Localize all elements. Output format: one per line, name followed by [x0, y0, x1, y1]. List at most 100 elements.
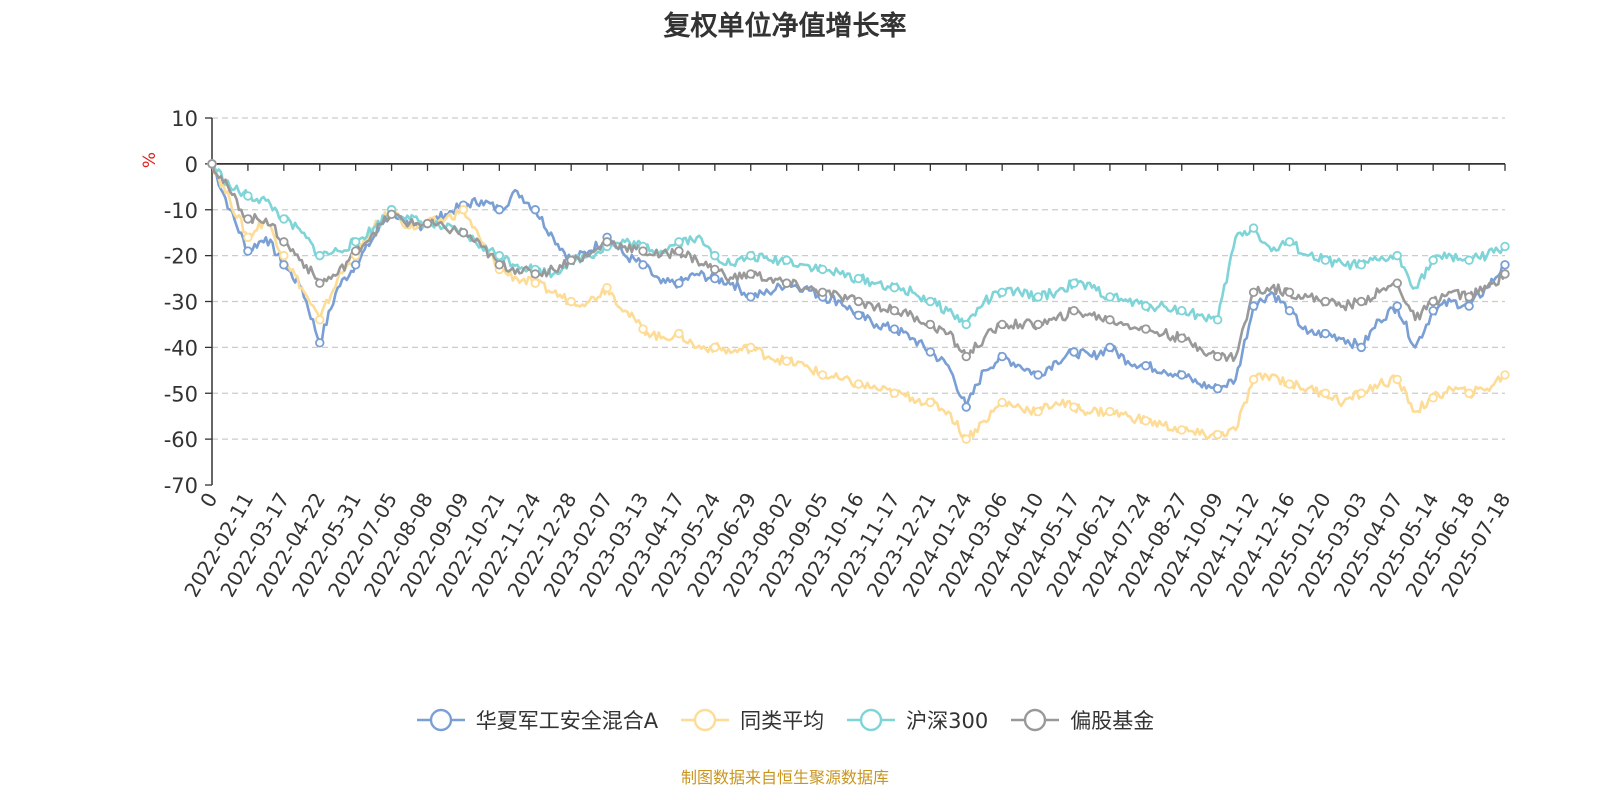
series-point [279, 237, 289, 247]
series-point [243, 232, 253, 242]
series-point [1356, 260, 1367, 270]
legend-item[interactable]: 同类平均 [680, 705, 824, 735]
series-point [1212, 429, 1223, 440]
grid-layer [212, 117, 1505, 440]
series-point [1500, 370, 1510, 380]
series-point [674, 328, 684, 339]
series-point [997, 287, 1007, 298]
series-point [1033, 292, 1043, 302]
series-point [746, 292, 756, 302]
series-point [458, 227, 469, 238]
series-point [422, 218, 433, 229]
series-point [1428, 393, 1438, 403]
series-point [243, 191, 253, 201]
series-point [1428, 255, 1438, 265]
series-point [1177, 305, 1187, 316]
series-point [961, 434, 971, 444]
series-point [1356, 296, 1367, 307]
series-point [925, 397, 936, 408]
legend-label: 华夏军工安全混合A [475, 709, 659, 733]
series-point [781, 278, 792, 288]
legend-item[interactable]: 华夏军工安全混合A [416, 705, 658, 735]
series-point [315, 250, 325, 261]
legend-label: 同类平均 [740, 709, 825, 733]
series-point [853, 379, 864, 389]
legend-item[interactable]: 沪深300 [846, 705, 988, 735]
series-point [746, 342, 756, 353]
series-point [602, 237, 612, 247]
legend-line-circle-icon [681, 708, 730, 732]
source-note: 制图数据来自恒生聚源数据库 [680, 768, 889, 787]
x-tick-label: 0 [195, 489, 222, 512]
series-point [1105, 292, 1115, 302]
series-point [961, 402, 971, 412]
series-point [1248, 223, 1259, 233]
series-point [1248, 287, 1259, 298]
chart-title: 复权单位净值增长率 [663, 11, 907, 42]
series-point [279, 250, 289, 261]
series-point [674, 278, 684, 288]
y-tick-label: -70 [164, 474, 198, 498]
series-point [243, 246, 253, 256]
series-point [315, 278, 325, 288]
series-point [1284, 305, 1295, 316]
series-point [710, 273, 720, 284]
series-point [817, 287, 828, 298]
series-point [350, 237, 361, 247]
series-point [1356, 388, 1367, 398]
series-point [961, 351, 971, 362]
series-point [243, 214, 253, 224]
series-point [1141, 361, 1151, 371]
y-tick-label: -30 [164, 291, 198, 315]
legend-line-circle-icon [847, 708, 896, 732]
series-point [207, 159, 217, 169]
series-point [566, 296, 576, 307]
series-point [315, 338, 325, 348]
series-point [781, 255, 792, 265]
series-point [674, 237, 684, 247]
series-point [1500, 241, 1510, 252]
y-tick-label: -60 [164, 428, 198, 452]
series-point [746, 250, 756, 261]
series-point [674, 246, 684, 256]
series-point [530, 278, 540, 288]
y-tick-label: 0 [185, 153, 198, 177]
series-point [1177, 425, 1187, 435]
series-point [1212, 351, 1223, 362]
series-point [853, 273, 864, 284]
series-point [817, 370, 828, 380]
series-point [1212, 383, 1223, 394]
series-point [781, 356, 792, 366]
legend-line-circle-icon [1011, 708, 1060, 732]
series-point [1033, 370, 1043, 380]
legend-line-circle-icon [416, 708, 465, 732]
y-axis-unit: % [140, 152, 160, 168]
series-point [1320, 328, 1331, 339]
y-tick-label: -10 [164, 199, 198, 223]
series-point [925, 347, 936, 357]
series-point [1356, 342, 1367, 353]
series-point [566, 255, 576, 265]
series-point [386, 209, 397, 220]
series-point [889, 305, 900, 316]
series-point [315, 315, 325, 325]
series-point [889, 388, 900, 398]
series-point [1392, 278, 1402, 288]
series-point [1177, 370, 1187, 380]
series-point [1212, 315, 1223, 325]
y-tick-label: -20 [164, 245, 198, 269]
series-point [1105, 342, 1115, 353]
series-point [1320, 255, 1331, 265]
series-point [1392, 250, 1402, 261]
series-point [638, 324, 648, 334]
legend-item[interactable]: 偏股基金 [1010, 705, 1154, 735]
series-point [1033, 406, 1043, 417]
series-point [925, 319, 936, 330]
series-point [279, 214, 289, 224]
series-point [1069, 305, 1079, 316]
series-point [1248, 374, 1259, 385]
series-point [710, 264, 720, 275]
series-point [1464, 388, 1474, 398]
series-point [1392, 301, 1402, 311]
series-point [1248, 301, 1259, 311]
